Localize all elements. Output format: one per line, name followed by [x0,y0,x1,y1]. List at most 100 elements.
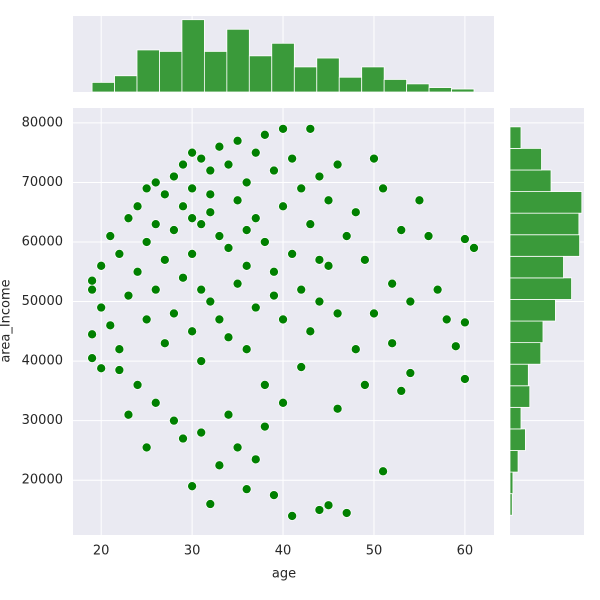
point [205,207,216,218]
point [332,403,343,414]
point [305,326,316,337]
hist-bar [509,428,526,451]
point [278,123,288,134]
point [132,380,143,390]
x-tick-label: 50 [366,544,383,559]
point [260,129,270,140]
point [232,278,243,289]
x-tick-label: 20 [93,544,110,559]
point [250,454,261,465]
point [196,427,207,438]
point [350,344,361,355]
hist-bar [159,51,183,93]
hist-bar [338,76,363,93]
point [187,147,197,158]
point [387,338,398,349]
point [241,344,252,355]
point [178,272,188,283]
point [260,421,270,432]
point [341,231,352,241]
hist-bar [181,19,205,93]
point [214,231,225,241]
hist-bar [361,66,385,93]
hist-bar [509,234,581,257]
y-axis-label: area_Income [0,279,14,362]
point [196,153,207,164]
y-tick-label: 40000 [22,354,63,369]
point [260,237,270,247]
point [332,308,343,319]
point [232,135,243,146]
point [187,481,197,492]
point [141,442,152,453]
point [241,260,252,271]
point [223,332,234,343]
point [260,380,270,390]
hist-bar [509,320,544,344]
point [187,183,197,194]
point [141,314,152,325]
point [169,415,179,426]
point [287,511,297,521]
point [469,243,479,253]
x-tick-label: 40 [275,544,292,559]
y-tick-label: 60000 [22,234,63,249]
point [159,338,170,349]
x-tick-label: 60 [457,544,474,559]
point [278,314,288,325]
point [460,234,470,244]
point [441,314,452,325]
point [360,255,370,265]
point [123,409,134,420]
point [205,189,216,200]
point [305,219,316,229]
hist-bar [509,363,529,387]
point [214,460,225,471]
hist-bar [316,57,340,93]
point [114,365,125,375]
hist-bar [509,385,531,408]
hist-bar [509,212,580,236]
point [460,317,470,328]
point [323,260,334,271]
point [132,266,143,277]
point [169,225,179,235]
point [460,374,470,384]
point [250,213,261,224]
point [405,296,416,307]
hist-bar [509,471,514,495]
y-tick-label: 70000 [22,175,63,190]
point [296,284,307,295]
hist-bar [293,66,318,93]
hist-bar [136,49,160,93]
point [141,237,152,247]
hist-bar [248,55,273,93]
point [159,255,170,265]
point [269,290,279,301]
point [269,266,279,277]
point [432,284,443,295]
hist-bar [509,126,522,149]
point [87,353,97,363]
point [269,490,279,500]
hist-bar [203,51,228,93]
point [187,213,197,224]
point [314,505,325,515]
point [214,141,225,152]
point [96,260,107,271]
point [369,308,379,319]
hist-bar [509,450,519,473]
point [314,255,325,265]
point [178,159,188,170]
point [223,159,234,170]
hist-bar [226,28,250,93]
point [250,302,261,313]
point [196,284,207,295]
hist-bar [509,169,552,192]
y-tick-label: 20000 [22,473,63,488]
point [450,341,461,352]
point [414,195,425,206]
point [241,484,252,494]
point [87,284,97,295]
x-tick-label: 30 [184,544,201,559]
